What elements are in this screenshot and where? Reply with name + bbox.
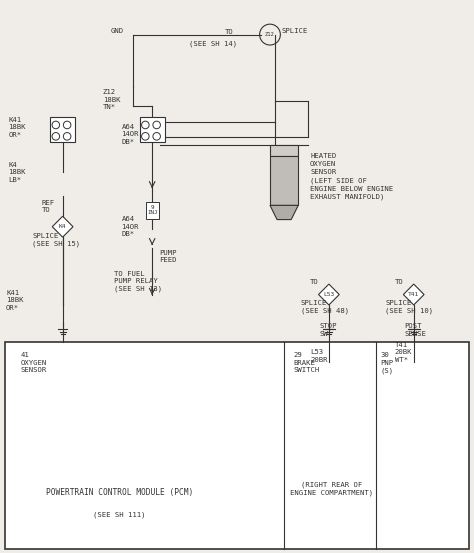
Text: K41
18BK
OR*: K41 18BK OR*: [9, 117, 26, 138]
Text: POWERTRAIN CONTROL MODULE (PCM): POWERTRAIN CONTROL MODULE (PCM): [46, 488, 193, 497]
Text: A64
14OR
DB*: A64 14OR DB*: [121, 124, 139, 145]
Text: PUMP
FEED: PUMP FEED: [159, 250, 177, 263]
Text: SPLICE
(SEE SH 10): SPLICE (SEE SH 10): [385, 300, 434, 314]
Text: 30
PNP
(S): 30 PNP (S): [381, 352, 394, 374]
Text: TO: TO: [225, 29, 234, 35]
Text: Z12
18BK
TN*: Z12 18BK TN*: [103, 89, 120, 110]
Text: 29
BRAKE
SWITCH: 29 BRAKE SWITCH: [293, 352, 320, 373]
Polygon shape: [270, 155, 298, 205]
Polygon shape: [270, 145, 298, 155]
Bar: [140, 117, 164, 142]
Text: T41
20BK
WT*: T41 20BK WT*: [395, 342, 412, 363]
Text: 41
OXYGEN
SENSOR: 41 OXYGEN SENSOR: [20, 352, 46, 373]
Bar: [50, 117, 75, 142]
Text: K4: K4: [59, 224, 66, 229]
Text: L53
20BR: L53 20BR: [310, 349, 328, 363]
Text: A64
14OR
DB*: A64 14OR DB*: [121, 216, 139, 237]
Polygon shape: [52, 216, 73, 237]
Text: K41
18BK
OR*: K41 18BK OR*: [6, 290, 24, 311]
Text: GND: GND: [111, 28, 124, 34]
Bar: [5, 342, 469, 549]
Text: TO: TO: [310, 279, 319, 285]
Text: L53: L53: [323, 292, 335, 297]
Text: K4
18BK
LB*: K4 18BK LB*: [9, 161, 26, 182]
Bar: [146, 201, 159, 218]
Text: (RIGHT REAR OF
ENGINE COMPARTMENT): (RIGHT REAR OF ENGINE COMPARTMENT): [290, 482, 373, 496]
Text: TO: TO: [395, 279, 403, 285]
Text: SPLICE: SPLICE: [282, 28, 308, 34]
Text: HEATED
OXYGEN
SENSOR
(LEFT SIDE OF
ENGINE BELOW ENGINE
EXHAUST MANIFOLD): HEATED OXYGEN SENSOR (LEFT SIDE OF ENGIN…: [310, 153, 393, 200]
Text: REF
TO: REF TO: [41, 200, 55, 213]
Polygon shape: [403, 284, 424, 305]
Text: T41: T41: [408, 292, 419, 297]
Text: SPLICE
(SEE SH 48): SPLICE (SEE SH 48): [301, 300, 349, 314]
Text: SPLICE
(SEE SH 15): SPLICE (SEE SH 15): [32, 233, 80, 247]
Polygon shape: [270, 205, 298, 220]
Text: TO FUEL
PUMP RELAY
(SEE SH 13): TO FUEL PUMP RELAY (SEE SH 13): [115, 271, 163, 292]
Text: (SEE SH 111): (SEE SH 111): [93, 511, 146, 518]
Text: 9
INJ: 9 INJ: [147, 205, 157, 216]
Polygon shape: [319, 284, 339, 305]
Text: POST
SENSE: POST SENSE: [404, 324, 426, 337]
Text: STOP
SW: STOP SW: [319, 324, 337, 337]
Text: Z12: Z12: [265, 32, 275, 37]
Text: (SEE SH 14): (SEE SH 14): [190, 40, 237, 46]
